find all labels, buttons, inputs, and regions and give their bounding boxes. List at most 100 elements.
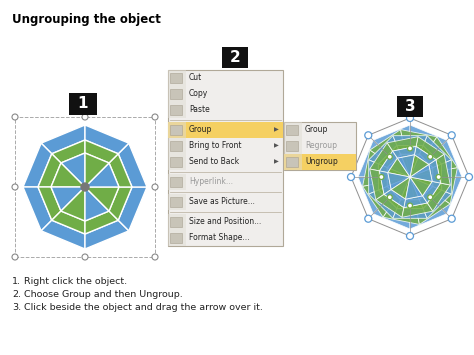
FancyBboxPatch shape [168,70,283,246]
Circle shape [365,132,372,139]
Text: Ungroup: Ungroup [305,158,338,166]
Polygon shape [390,199,417,213]
Text: ▶: ▶ [274,159,279,164]
Polygon shape [373,205,410,229]
Polygon shape [403,141,430,155]
Text: Ungrouping the object: Ungrouping the object [12,13,161,26]
FancyBboxPatch shape [170,125,182,135]
Polygon shape [379,164,387,190]
FancyBboxPatch shape [284,122,356,170]
FancyBboxPatch shape [170,197,182,207]
FancyBboxPatch shape [222,47,248,68]
Text: Choose Group and then Ungroup.: Choose Group and then Ungroup. [24,290,183,299]
FancyBboxPatch shape [168,230,186,246]
Polygon shape [430,149,449,177]
Text: Cut: Cut [189,73,202,82]
Circle shape [428,195,433,200]
Polygon shape [370,169,384,200]
Polygon shape [392,146,416,158]
Polygon shape [382,177,410,197]
Polygon shape [383,208,419,224]
Polygon shape [410,168,433,186]
Polygon shape [441,160,451,194]
Polygon shape [51,187,85,211]
Polygon shape [379,171,391,194]
Polygon shape [41,125,85,154]
Text: Paste: Paste [189,105,210,115]
FancyBboxPatch shape [170,217,182,227]
Polygon shape [391,177,410,199]
FancyBboxPatch shape [168,122,283,138]
Polygon shape [85,187,119,211]
Polygon shape [358,140,382,177]
FancyBboxPatch shape [284,154,302,170]
Circle shape [12,254,18,260]
Polygon shape [109,154,132,187]
Polygon shape [388,158,410,177]
Polygon shape [387,154,410,177]
Circle shape [365,215,372,222]
Polygon shape [85,153,109,187]
Circle shape [387,195,392,200]
Text: Regroup: Regroup [305,142,337,151]
Polygon shape [410,177,432,196]
Polygon shape [85,125,129,154]
Text: Save as Picture...: Save as Picture... [189,197,255,207]
Polygon shape [419,146,441,168]
Polygon shape [404,196,428,208]
Polygon shape [410,125,447,149]
Polygon shape [363,184,390,217]
FancyBboxPatch shape [168,214,186,230]
Polygon shape [410,154,433,177]
FancyBboxPatch shape [170,105,182,115]
Polygon shape [85,187,109,221]
Polygon shape [410,164,432,181]
Polygon shape [374,157,388,184]
FancyBboxPatch shape [284,122,302,138]
Circle shape [448,132,455,139]
Polygon shape [85,163,119,187]
Polygon shape [410,205,447,229]
Polygon shape [51,163,85,187]
Text: 1: 1 [78,97,88,111]
Polygon shape [397,155,414,177]
Polygon shape [422,181,441,203]
Polygon shape [85,140,118,163]
Polygon shape [373,125,410,149]
Polygon shape [401,154,419,177]
Polygon shape [410,177,438,197]
Text: 2.: 2. [12,290,21,299]
Polygon shape [405,151,425,177]
Polygon shape [376,194,404,217]
Circle shape [448,215,455,222]
FancyBboxPatch shape [168,194,186,210]
Polygon shape [387,168,410,186]
Polygon shape [395,177,415,203]
FancyBboxPatch shape [69,93,97,115]
Polygon shape [109,187,132,220]
FancyBboxPatch shape [168,86,186,102]
Polygon shape [433,164,441,190]
FancyBboxPatch shape [170,157,182,167]
Text: Group: Group [189,126,212,135]
Circle shape [12,114,18,120]
FancyBboxPatch shape [397,96,423,117]
Polygon shape [390,177,410,206]
Polygon shape [379,146,401,168]
Polygon shape [428,183,450,211]
Polygon shape [397,200,423,208]
Polygon shape [387,177,410,200]
Polygon shape [410,148,430,177]
Text: Bring to Front: Bring to Front [189,142,241,151]
Polygon shape [85,211,118,234]
Polygon shape [382,157,410,177]
Polygon shape [380,141,405,162]
FancyBboxPatch shape [170,233,182,243]
Polygon shape [430,177,449,205]
FancyBboxPatch shape [286,141,298,151]
Polygon shape [436,154,450,185]
Polygon shape [410,197,438,217]
Polygon shape [410,177,432,203]
Polygon shape [118,187,147,231]
FancyBboxPatch shape [284,154,356,170]
